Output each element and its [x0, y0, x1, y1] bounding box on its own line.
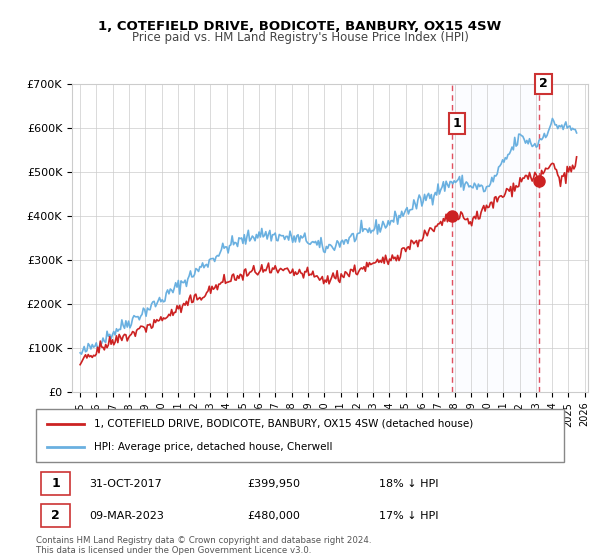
Text: 09-MAR-2023: 09-MAR-2023	[89, 511, 164, 521]
Text: Price paid vs. HM Land Registry's House Price Index (HPI): Price paid vs. HM Land Registry's House …	[131, 31, 469, 44]
Text: 2: 2	[52, 510, 60, 522]
Text: 1, COTEFIELD DRIVE, BODICOTE, BANBURY, OX15 4SW (detached house): 1, COTEFIELD DRIVE, BODICOTE, BANBURY, O…	[94, 419, 473, 429]
Bar	[452, 84, 539, 392]
Text: 17% ↓ HPI: 17% ↓ HPI	[379, 511, 439, 521]
Text: £399,950: £399,950	[247, 479, 300, 489]
Text: 18% ↓ HPI: 18% ↓ HPI	[379, 479, 439, 489]
Text: 1: 1	[452, 117, 461, 130]
FancyBboxPatch shape	[41, 472, 70, 495]
Text: HPI: Average price, detached house, Cherwell: HPI: Average price, detached house, Cher…	[94, 442, 332, 452]
FancyBboxPatch shape	[36, 409, 564, 462]
Text: 31-OCT-2017: 31-OCT-2017	[89, 479, 161, 489]
Text: This data is licensed under the Open Government Licence v3.0.: This data is licensed under the Open Gov…	[36, 546, 311, 555]
Text: £480,000: £480,000	[247, 511, 300, 521]
Text: Contains HM Land Registry data © Crown copyright and database right 2024.: Contains HM Land Registry data © Crown c…	[36, 536, 371, 545]
Text: 2: 2	[539, 77, 548, 91]
Text: 1: 1	[52, 477, 60, 490]
Text: 1, COTEFIELD DRIVE, BODICOTE, BANBURY, OX15 4SW: 1, COTEFIELD DRIVE, BODICOTE, BANBURY, O…	[98, 20, 502, 32]
FancyBboxPatch shape	[41, 505, 70, 528]
